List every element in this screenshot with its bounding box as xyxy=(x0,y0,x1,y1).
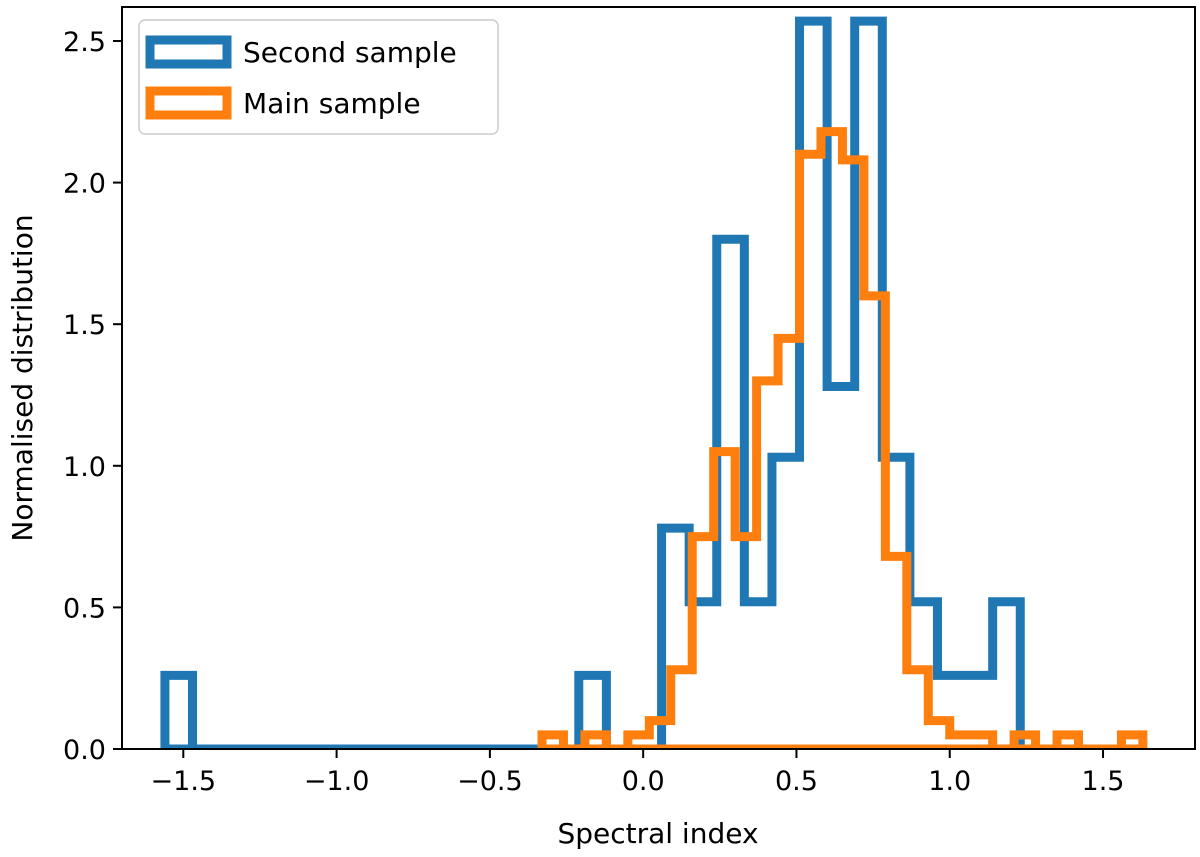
bin-second-sample-21 xyxy=(744,602,772,749)
y-tick-label: 2.0 xyxy=(63,169,106,200)
legend-label-main-sample: Main sample xyxy=(243,87,421,120)
legend-swatch-main-sample xyxy=(145,86,232,120)
legend: Second sample Main sample xyxy=(138,19,499,135)
bin-second-sample-24 xyxy=(827,386,855,749)
y-tick-label: 2.5 xyxy=(63,27,106,58)
x-tick-label: 0.0 xyxy=(622,766,665,797)
x-tick-label: 1.0 xyxy=(928,766,971,797)
x-axis-label: Spectral index xyxy=(557,817,758,850)
x-tick-label: 1.5 xyxy=(1082,766,1125,797)
x-tick-label: −1.0 xyxy=(304,766,370,797)
y-tick-label: 1.0 xyxy=(63,452,106,483)
y-tick-label: 0.5 xyxy=(63,593,106,624)
x-axis: −1.5 −1.0 −0.5 0.0 0.5 1.0 1.5 xyxy=(151,749,1125,797)
histogram-series-layer xyxy=(160,16,1148,749)
y-tick-label: 1.5 xyxy=(63,310,106,341)
x-tick-label: −0.5 xyxy=(457,766,523,797)
y-axis: 0.0 0.5 1.0 1.5 2.0 2.5 xyxy=(63,27,122,766)
x-tick-label: 0.5 xyxy=(775,766,818,797)
histogram-outline-main-sample xyxy=(537,127,1148,749)
legend-label-second-sample: Second sample xyxy=(243,36,457,69)
x-tick-label: −1.5 xyxy=(151,766,217,797)
y-axis-label: Normalised distribution xyxy=(6,214,39,541)
plot-frame xyxy=(121,6,1196,750)
legend-swatch-second-sample xyxy=(145,35,232,69)
y-tick-label: 0.0 xyxy=(63,735,106,766)
